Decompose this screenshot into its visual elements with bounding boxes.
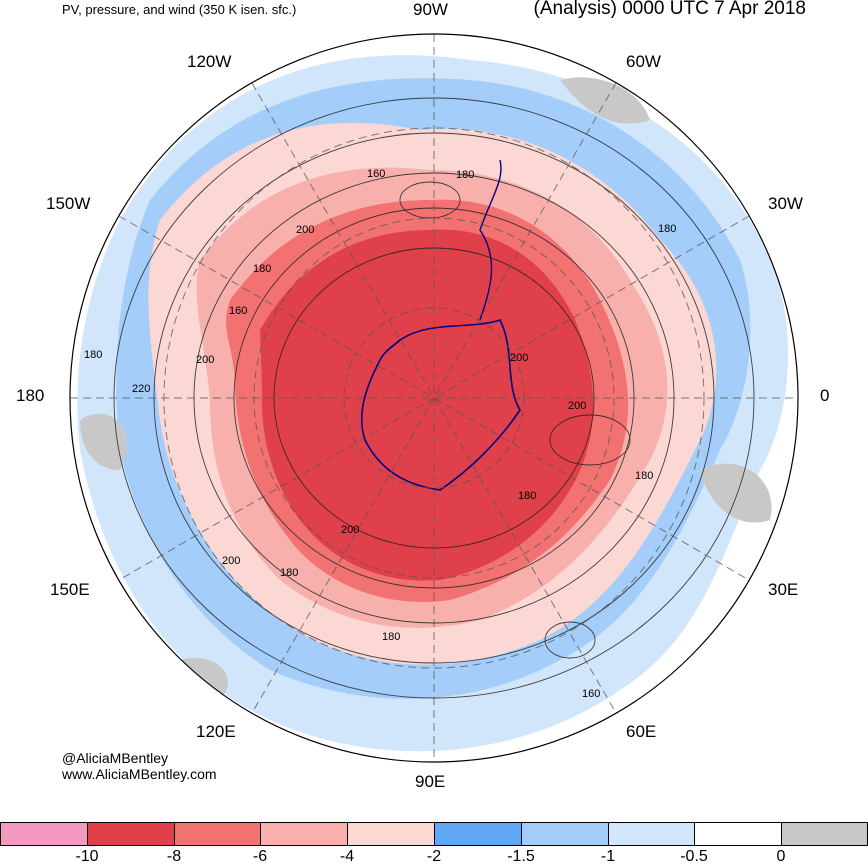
colorbar-label: -6 xyxy=(252,848,268,865)
lon-label-180: 180 xyxy=(16,386,45,405)
contour-label: 200 xyxy=(341,524,359,536)
contour-label: 180 xyxy=(84,349,102,361)
colorbar-swatch xyxy=(434,822,522,846)
contour-label: 180 xyxy=(253,263,271,275)
colorbar-label: -4 xyxy=(339,848,355,865)
contour-label: 200 xyxy=(196,354,214,366)
contour-label: 200 xyxy=(510,352,528,364)
contour-label: 180 xyxy=(382,631,400,643)
lon-label-60e: 60E xyxy=(626,722,657,741)
map-boundary xyxy=(69,33,799,763)
credit-handle: @AliciaMBentley xyxy=(62,750,169,766)
contour-label: 200 xyxy=(222,555,240,567)
graticule xyxy=(70,34,798,762)
lon-label-0: 0 xyxy=(820,386,830,405)
map-title: PV, pressure, and wind (350 K isen. sfc.… xyxy=(62,2,297,17)
contour-label: 200 xyxy=(568,400,586,412)
colorbar-swatch xyxy=(607,822,696,846)
lon-label-120w: 120W xyxy=(187,52,232,71)
contour-label: 220 xyxy=(132,383,150,395)
colorbar-label: 0 xyxy=(776,848,786,865)
credit-site: www.AliciaMBentley.com xyxy=(62,766,217,782)
lon-label-120e: 120E xyxy=(196,722,236,741)
contour-label: 180 xyxy=(280,567,298,579)
colorbar-label: -8 xyxy=(166,848,182,865)
polar-map: 160 180 200 180 160 180 200 220 200 200 … xyxy=(69,33,799,763)
lon-label-150e: 150E xyxy=(50,580,90,599)
contour-label: 160 xyxy=(367,168,385,180)
colorbar-label: -2 xyxy=(426,848,442,865)
pv-field xyxy=(70,34,798,762)
contour-label: 180 xyxy=(658,223,676,235)
colorbar-swatch xyxy=(347,822,435,846)
colorbar-label: -1.5 xyxy=(507,848,535,865)
contour-label: 180 xyxy=(518,490,536,502)
contour-label: 160 xyxy=(582,688,600,700)
colorbar-swatch xyxy=(86,822,175,846)
contour-label: 160 xyxy=(229,305,247,317)
colorbar-swatch xyxy=(781,822,868,846)
colorbar-swatch xyxy=(260,822,349,846)
colorbar-label: -0.5 xyxy=(680,848,708,865)
lon-label-30w: 30W xyxy=(768,194,803,213)
lon-label-30e: 30E xyxy=(768,580,799,599)
analysis-time: (Analysis) 0000 UTC 7 Apr 2018 xyxy=(533,0,806,19)
colorbar-swatch xyxy=(173,822,262,846)
lon-label-150w: 150W xyxy=(46,194,91,213)
colorbar-swatch xyxy=(0,822,88,846)
lon-label-90w: 90W xyxy=(413,0,448,19)
colorbar-swatch xyxy=(520,822,609,846)
colorbar-label: -1 xyxy=(600,848,616,865)
contour-labels: 160 180 200 180 160 180 200 220 200 200 … xyxy=(84,168,676,700)
colorbar-label: -10 xyxy=(75,848,99,865)
lon-label-90e: 90E xyxy=(415,772,446,791)
contour-label: 200 xyxy=(296,224,314,236)
colorbar-swatch xyxy=(694,822,783,846)
lon-label-60w: 60W xyxy=(626,52,661,71)
contour-label: 180 xyxy=(635,470,653,482)
contour-label: 180 xyxy=(456,169,474,181)
